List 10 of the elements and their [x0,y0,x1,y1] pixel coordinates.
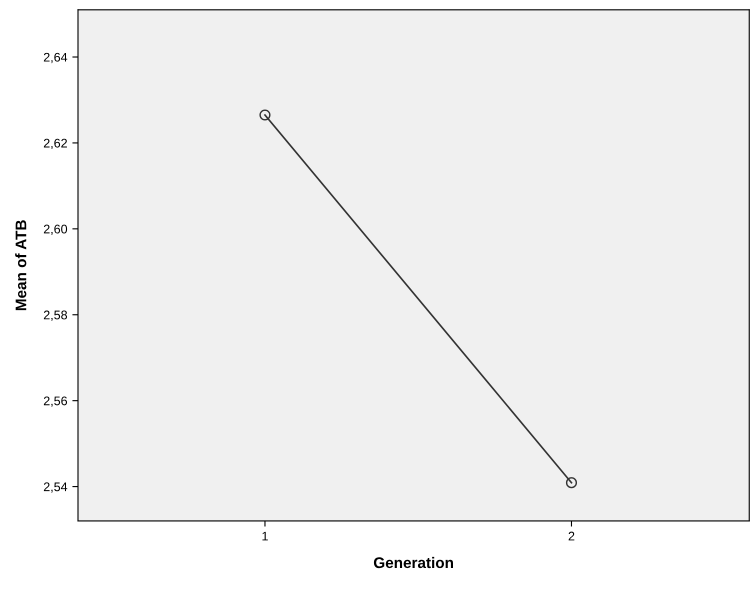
x-tick-label: 1 [262,532,268,540]
y-tick-label: 2,58 [44,310,68,321]
y-tick-label: 2,54 [44,482,68,493]
y-tick-label: 2,62 [44,138,67,150]
y-axis-title: Mean of ATB [15,220,26,310]
y-tick-label: 2,56 [44,396,68,407]
x-axis-title: Generation [374,556,454,568]
y-tick-label: 2,60 [44,224,68,235]
y-tick-label: 2,64 [44,52,68,64]
x-tick-label: 2 [568,532,574,540]
